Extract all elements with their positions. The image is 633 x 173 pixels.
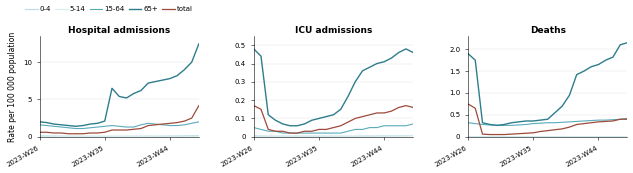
Legend: 0-4, 5-14, 15-64, 65+, total: 0-4, 5-14, 15-64, 65+, total bbox=[22, 3, 196, 15]
Title: Hospital admissions: Hospital admissions bbox=[68, 26, 170, 35]
Title: ICU admissions: ICU admissions bbox=[295, 26, 372, 35]
Title: Deaths: Deaths bbox=[530, 26, 566, 35]
Y-axis label: Rate per 100 000 population: Rate per 100 000 population bbox=[8, 31, 17, 142]
